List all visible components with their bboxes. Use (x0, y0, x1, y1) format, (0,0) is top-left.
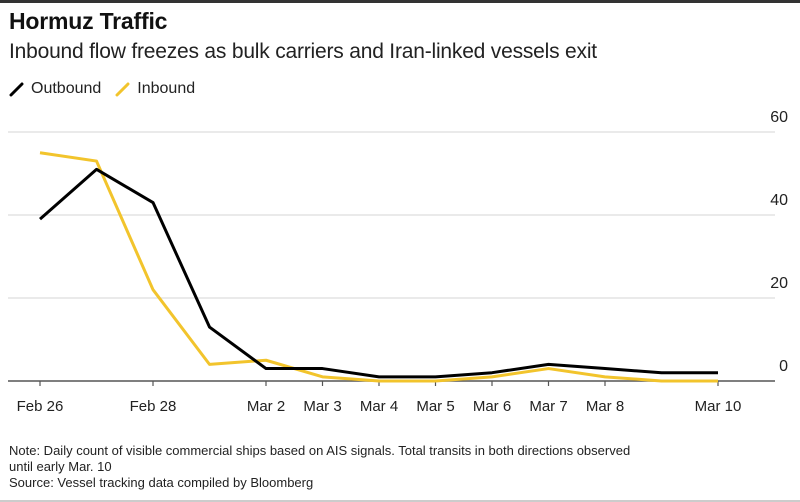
series-outbound-line (39, 167, 718, 379)
note-line-1: Note: Daily count of visible commercial … (9, 443, 631, 458)
y-tick-label: 60 (770, 109, 788, 126)
x-axis: Feb 26 Feb 28 Mar 2 Mar 3 Mar 4 Mar 5 Mar 6 Mar… (8, 380, 775, 415)
chart-subtitle: Inbound flow freezes as bulk carriers an… (9, 40, 597, 63)
legend: Outbound Inbound (9, 80, 209, 98)
y-tick-label: 0 (779, 358, 788, 375)
x-tick-label: Mar 8 (586, 398, 624, 415)
line-swatch-icon (115, 82, 130, 97)
series-inbound-line (39, 151, 718, 383)
x-tick-label: Mar 4 (360, 398, 398, 415)
x-tick-label: Feb 28 (130, 398, 177, 415)
x-tick-label: Mar 7 (529, 398, 567, 415)
legend-item-outbound: Outbound (9, 80, 101, 98)
series-lines (39, 151, 718, 383)
x-tick-label: Mar 2 (247, 398, 285, 415)
x-tick-label: Feb 26 (17, 398, 64, 415)
legend-item-inbound: Inbound (115, 80, 195, 98)
chart-title: Hormuz Traffic (9, 8, 168, 34)
note-line-2: until early Mar. 10 (9, 459, 112, 474)
line-chart: 0 20 40 60 Feb 26 Feb 28 Mar 2 Mar 3 Mar 4 Mar 5… (8, 109, 788, 415)
chart-footnote: Note: Daily count of visible commercial … (9, 443, 789, 491)
x-tick-label: Mar 6 (473, 398, 511, 415)
legend-label: Outbound (31, 80, 102, 97)
top-rule (0, 0, 800, 3)
y-tick-label: 40 (770, 192, 788, 209)
legend-label: Inbound (137, 80, 196, 97)
y-axis-labels: 0 20 40 60 (770, 109, 788, 375)
line-swatch-icon (9, 82, 24, 97)
y-tick-label: 20 (770, 275, 788, 292)
x-tick-label: Mar 10 (695, 398, 742, 415)
gridlines (8, 131, 775, 299)
bottom-rule (0, 500, 800, 502)
x-tick-label: Mar 3 (303, 398, 341, 415)
x-tick-label: Mar 5 (416, 398, 454, 415)
source-line: Source: Vessel tracking data compiled by… (9, 475, 314, 490)
